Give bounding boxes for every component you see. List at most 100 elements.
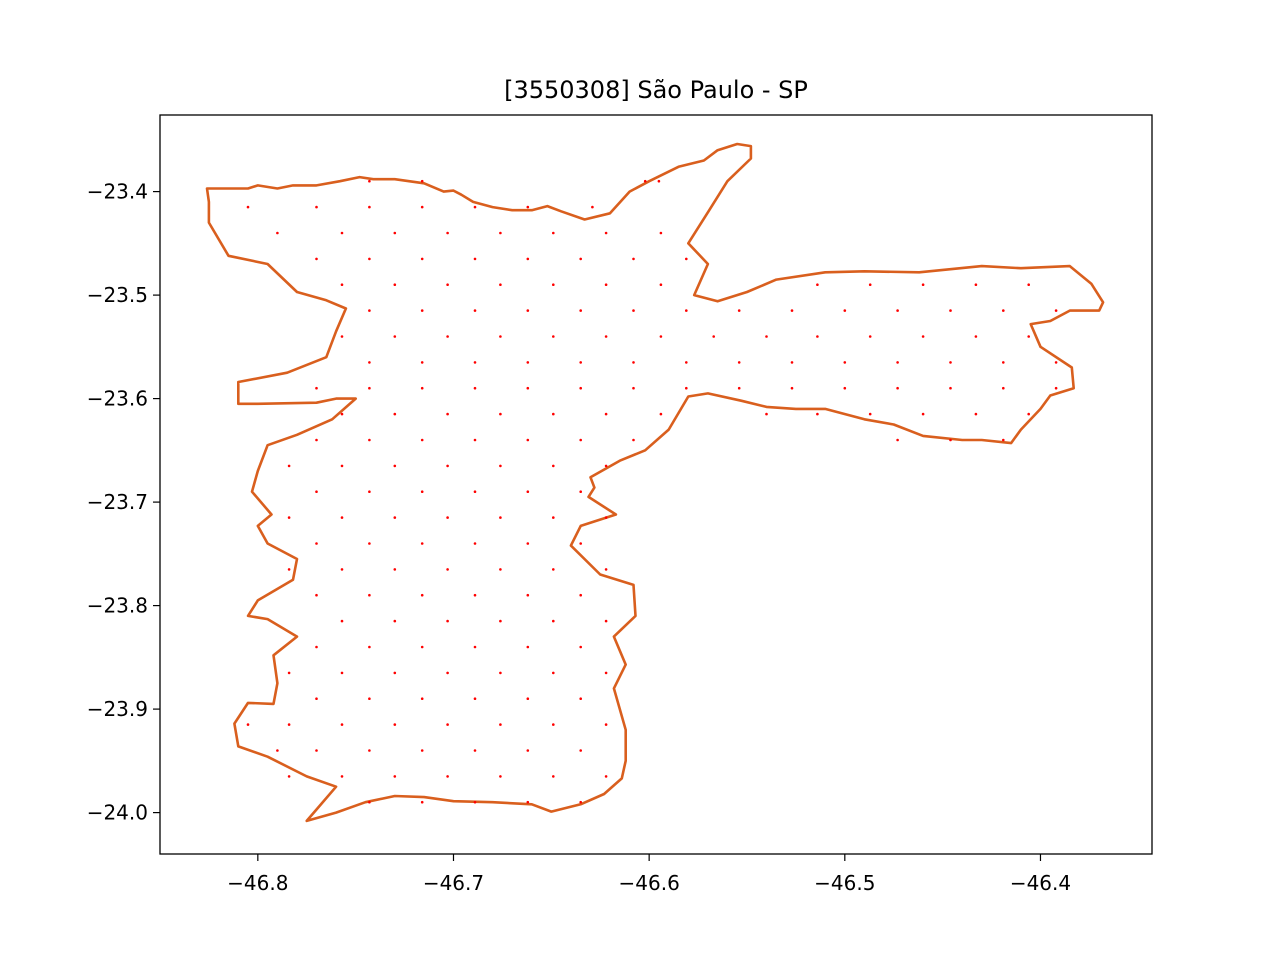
- grid-point: [552, 723, 555, 726]
- grid-point: [393, 335, 397, 338]
- grid-point: [604, 283, 608, 287]
- grid-point: [659, 412, 663, 416]
- grid-point: [368, 542, 371, 545]
- grid-point: [420, 542, 424, 545]
- grid-point: [1027, 412, 1030, 416]
- grid-point: [473, 205, 477, 209]
- grid-point: [737, 309, 741, 312]
- grid-point: [604, 775, 608, 778]
- grid-point: [604, 568, 608, 571]
- grid-point: [340, 335, 344, 338]
- grid-point: [340, 671, 344, 675]
- grid-point: [473, 542, 477, 545]
- grid-point: [526, 438, 530, 442]
- grid-point: [685, 309, 688, 312]
- grid-point: [896, 309, 899, 312]
- grid-point: [340, 464, 344, 468]
- grid-point: [579, 361, 582, 364]
- grid-point: [604, 671, 608, 675]
- grid-point: [896, 386, 899, 390]
- grid-point: [552, 619, 555, 623]
- grid-point: [446, 568, 449, 571]
- grid-point: [868, 335, 872, 338]
- grid-point: [868, 412, 872, 416]
- grid-point: [712, 335, 715, 338]
- grid-point: [1027, 335, 1030, 338]
- grid-point: [340, 283, 344, 287]
- grid-point: [246, 723, 250, 726]
- grid-point: [604, 723, 608, 726]
- grid-point: [315, 593, 318, 597]
- y-tick-label: −23.9: [87, 697, 148, 721]
- grid-point: [526, 490, 530, 494]
- grid-point: [632, 438, 635, 442]
- grid-point: [499, 231, 502, 235]
- grid-point: [393, 464, 397, 468]
- grid-point: [340, 568, 344, 571]
- grid-point: [393, 619, 397, 623]
- grid-point: [659, 335, 663, 338]
- grid-point: [499, 516, 502, 519]
- grid-point: [579, 542, 582, 545]
- grid-point: [843, 386, 847, 390]
- grid-point: [790, 386, 794, 390]
- y-tick-label: −23.4: [87, 180, 148, 204]
- grid-point: [591, 205, 594, 209]
- grid-point: [552, 412, 555, 416]
- grid-point: [579, 309, 582, 312]
- grid-point: [659, 231, 663, 235]
- grid-point: [420, 179, 424, 183]
- grid-point: [393, 283, 397, 287]
- grid-point: [420, 490, 424, 494]
- grid-point: [315, 386, 318, 390]
- grid-point: [552, 568, 555, 571]
- grid-point: [604, 464, 608, 468]
- grid-point: [737, 361, 741, 364]
- x-tick-label: −46.5: [814, 871, 875, 895]
- chart-title: [3550308] São Paulo - SP: [504, 76, 808, 104]
- grid-point: [790, 361, 794, 364]
- grid-point: [579, 645, 582, 649]
- grid-point: [632, 361, 635, 364]
- grid-point: [473, 386, 477, 390]
- grid-point: [499, 619, 502, 623]
- grid-point: [420, 257, 424, 261]
- grid-point: [420, 749, 424, 752]
- grid-point: [604, 619, 608, 623]
- grid-point: [790, 309, 794, 312]
- grid-point: [340, 516, 344, 519]
- grid-point: [526, 542, 530, 545]
- grid-point: [579, 438, 582, 442]
- grid-point: [473, 593, 477, 597]
- grid-point: [526, 205, 530, 209]
- grid-point: [499, 723, 502, 726]
- grid-point: [1002, 309, 1005, 312]
- grid-point: [579, 800, 582, 804]
- grid-point: [315, 697, 318, 700]
- grid-point: [393, 568, 397, 571]
- grid-point: [473, 257, 477, 261]
- grid-point: [974, 283, 978, 287]
- grid-point: [287, 568, 291, 571]
- grid-point: [1054, 386, 1058, 390]
- grid-point: [287, 671, 291, 675]
- grid-point: [526, 749, 530, 752]
- grid-point: [816, 283, 819, 287]
- grid-point: [420, 205, 424, 209]
- grid-point: [473, 490, 477, 494]
- grid-point: [1002, 438, 1005, 442]
- grid-point: [896, 361, 899, 364]
- grid-point: [368, 179, 371, 183]
- grid-point: [276, 231, 279, 235]
- grid-point: [393, 671, 397, 675]
- grid-point: [420, 386, 424, 390]
- grid-point: [368, 697, 371, 700]
- grid-point: [420, 645, 424, 649]
- x-tick-label: −46.6: [619, 871, 680, 895]
- grid-point: [685, 361, 688, 364]
- grid-point: [921, 335, 925, 338]
- grid-point: [604, 231, 608, 235]
- grid-point: [949, 386, 952, 390]
- grid-point: [1054, 361, 1058, 364]
